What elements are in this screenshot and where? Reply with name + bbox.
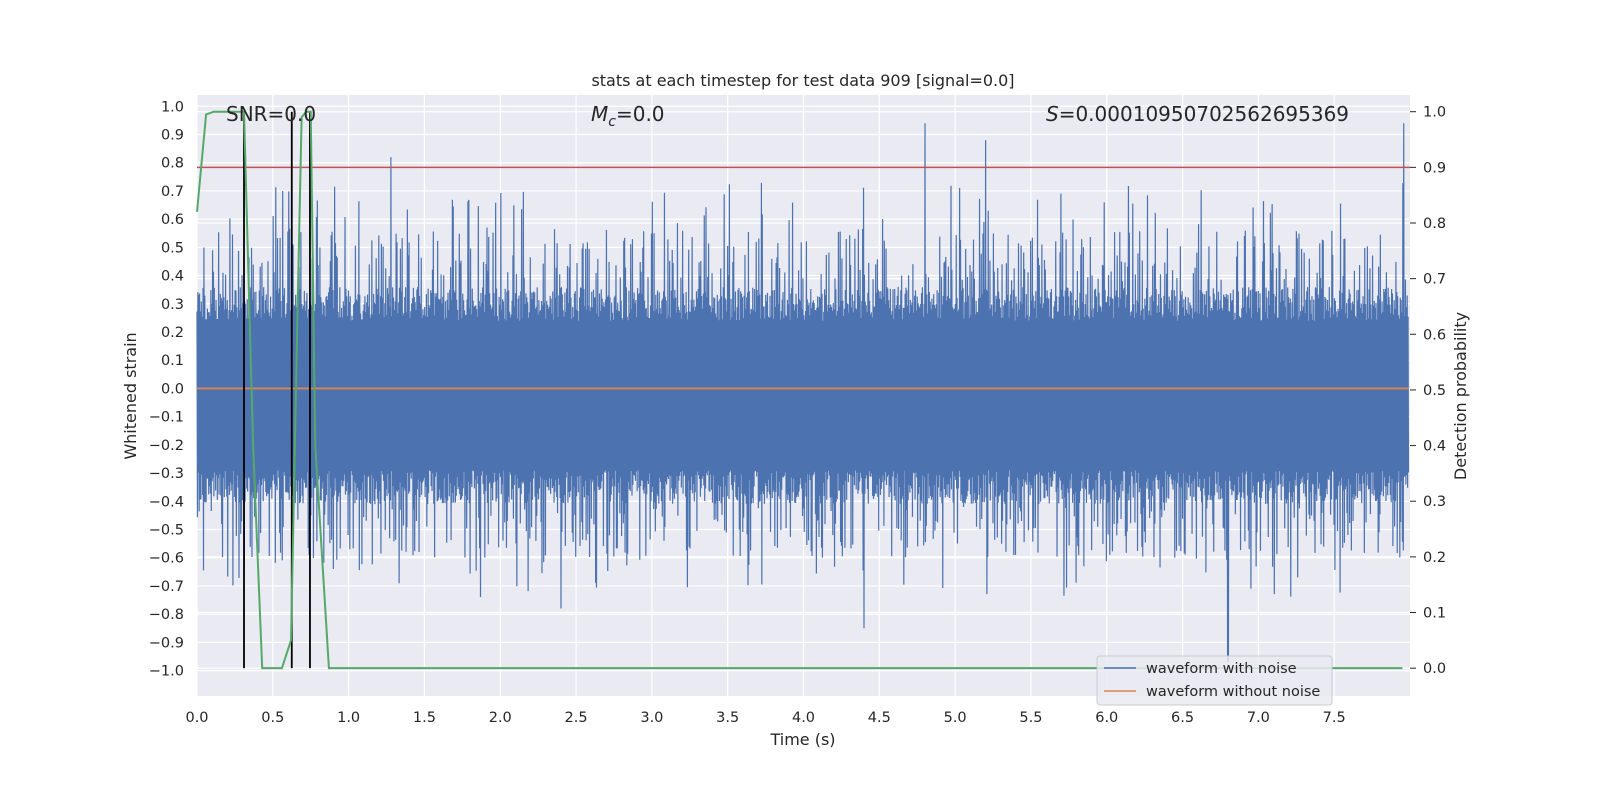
x-tick-label: 7.5 <box>1323 710 1346 726</box>
chart-title: stats at each timestep for test data 909… <box>591 71 1014 90</box>
y-left-tick-label: −0.1 <box>149 410 184 426</box>
x-tick-label: 3.0 <box>640 710 663 726</box>
y-right-tick-label: 0.6 <box>1423 327 1446 343</box>
x-tick-label: 6.5 <box>1171 710 1194 726</box>
y-right-tick-label: 0.8 <box>1423 216 1446 232</box>
legend-box <box>1096 655 1333 706</box>
y-right-tick-label: 0.5 <box>1423 383 1446 399</box>
y-right-tick-label: 0.3 <box>1423 494 1446 510</box>
mc-value: =0.0 <box>616 102 665 126</box>
y-right-tick-label: 1.0 <box>1423 105 1446 121</box>
y-left-tick-label: 0.6 <box>161 212 184 228</box>
y-right-tick-label: 0.4 <box>1423 439 1446 455</box>
x-tick-label: 5.5 <box>1019 710 1042 726</box>
y-left-tick-label: −0.9 <box>149 635 184 651</box>
y-right-tick-label: 0.0 <box>1423 661 1446 677</box>
noise-trace <box>196 123 1410 663</box>
snr-annotation: SNR=0.0 <box>226 102 316 126</box>
mc-symbol: M <box>591 102 608 126</box>
y-axis-right-ticks: 1.0 0.9 0.8 0.7 0.6 0.5 0.4 0.3 0.2 0.1 0.0 <box>1410 105 1446 677</box>
y-axis-left-label: Whitened strain <box>121 332 140 459</box>
x-tick-label: 2.5 <box>565 710 588 726</box>
x-tick-label: 4.5 <box>868 710 891 726</box>
y-left-tick-label: −0.6 <box>149 551 184 567</box>
x-tick-label: 0.5 <box>261 710 284 726</box>
series-waveform-with-noise <box>196 123 1410 663</box>
y-left-tick-label: −0.7 <box>149 579 184 595</box>
x-tick-label: 6.0 <box>1095 710 1118 726</box>
x-tick-label: 2.0 <box>489 710 512 726</box>
y-left-tick-label: 0.2 <box>161 325 184 341</box>
x-tick-label: 7.0 <box>1247 710 1270 726</box>
y-right-tick-label: 0.1 <box>1423 606 1446 622</box>
x-tick-label: 1.0 <box>337 710 360 726</box>
probability-trace <box>196 110 1403 670</box>
y-right-tick-label: 0.9 <box>1423 160 1446 176</box>
s-annotation: S=0.00010950702562695369 <box>1046 102 1349 126</box>
x-tick-label: 0.0 <box>185 710 208 726</box>
y-left-tick-label: −1.0 <box>149 664 184 680</box>
legend: waveform with noise waveform without noi… <box>1096 655 1333 706</box>
x-axis-label: Time (s) <box>769 730 835 749</box>
s-symbol: S <box>1046 102 1059 126</box>
s-value: =0.00010950702562695369 <box>1059 102 1349 126</box>
y-right-tick-label: 0.2 <box>1423 550 1446 566</box>
y-left-tick-label: 0.8 <box>161 156 184 172</box>
y-axis-right-label: Detection probability <box>1451 312 1470 480</box>
y-axis-left-ticks: 1.0 0.9 0.8 0.7 0.6 0.5 0.4 0.3 0.2 0.1 0.0 −0.1 −0.… <box>149 99 184 679</box>
y-left-tick-label: −0.4 <box>149 494 184 510</box>
legend-label-clean: waveform without noise <box>1146 684 1320 700</box>
y-right-tick-label: 0.7 <box>1423 272 1446 288</box>
x-tick-label: 1.5 <box>413 710 436 726</box>
y-left-tick-label: −0.2 <box>149 438 184 454</box>
mc-subscript: c <box>608 114 616 130</box>
y-left-tick-label: 0.9 <box>161 128 184 144</box>
x-tick-label: 4.0 <box>792 710 815 726</box>
y-left-tick-label: 1.0 <box>161 99 184 115</box>
y-left-tick-label: −0.3 <box>149 466 184 482</box>
chirp-mass-annotation: Mc=0.0 <box>591 102 665 130</box>
y-left-tick-label: −0.5 <box>149 523 184 539</box>
legend-label-noise: waveform with noise <box>1146 661 1297 677</box>
x-tick-label: 3.5 <box>716 710 739 726</box>
y-left-tick-label: 0.5 <box>161 240 184 256</box>
y-left-tick-label: 0.3 <box>161 297 184 313</box>
series-detection-probability <box>196 110 1403 670</box>
y-left-tick-label: 0.1 <box>161 353 184 369</box>
y-left-tick-label: −0.8 <box>149 607 184 623</box>
x-axis-ticks: 0.0 0.5 1.0 1.5 2.0 2.5 3.0 3.5 4.0 4.5 5.0 5.5 6.0 6… <box>185 710 1345 726</box>
y-left-tick-label: 0.7 <box>161 184 184 200</box>
y-left-tick-label: 0.0 <box>161 381 184 397</box>
x-tick-label: 5.0 <box>944 710 967 726</box>
y-left-tick-label: 0.4 <box>161 269 184 285</box>
